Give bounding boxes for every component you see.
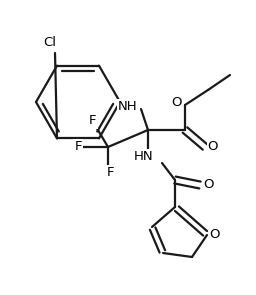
Text: HN: HN (134, 150, 154, 163)
Text: NH: NH (118, 101, 138, 114)
Text: O: O (210, 229, 220, 242)
Text: F: F (74, 140, 82, 153)
Text: O: O (203, 178, 213, 191)
Text: F: F (106, 166, 114, 179)
Text: O: O (208, 140, 218, 153)
Text: O: O (172, 96, 182, 109)
Text: Cl: Cl (44, 37, 57, 50)
Text: F: F (89, 114, 97, 127)
